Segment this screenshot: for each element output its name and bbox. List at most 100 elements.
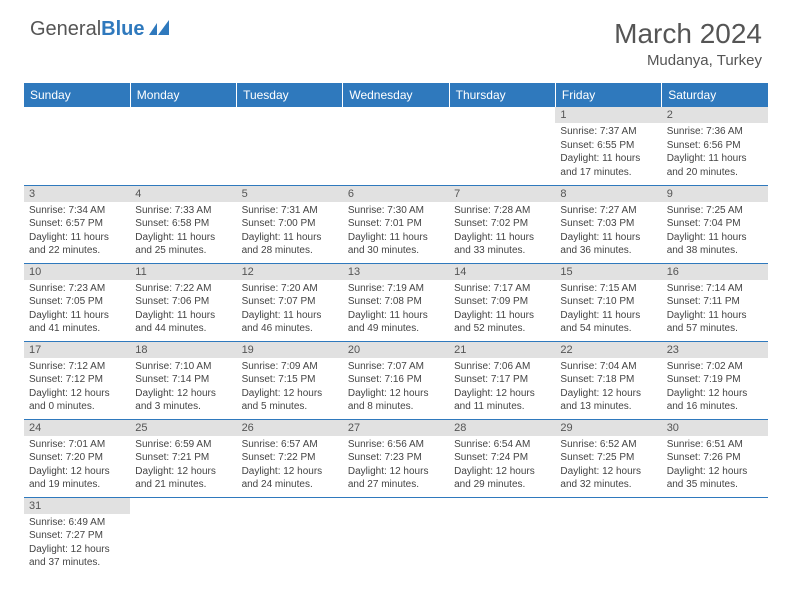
daylight-line-1: Daylight: 12 hours <box>29 543 125 557</box>
calendar-head: SundayMondayTuesdayWednesdayThursdayFrid… <box>24 83 768 107</box>
sunrise-line: Sunrise: 7:20 AM <box>242 282 338 296</box>
header: GeneralBlue March 2024 Mudanya, Turkey <box>0 0 792 73</box>
daylight-line-1: Daylight: 11 hours <box>560 231 656 245</box>
day-body: Sunrise: 6:51 AMSunset: 7:26 PMDaylight:… <box>662 436 768 496</box>
day-body: Sunrise: 7:19 AMSunset: 7:08 PMDaylight:… <box>343 280 449 340</box>
sunset-line: Sunset: 7:14 PM <box>135 373 231 387</box>
sunrise-line: Sunrise: 7:27 AM <box>560 204 656 218</box>
daylight-line-1: Daylight: 11 hours <box>454 309 550 323</box>
daylight-line-1: Daylight: 12 hours <box>560 465 656 479</box>
day-header: Saturday <box>662 83 768 107</box>
calendar-cell: 10Sunrise: 7:23 AMSunset: 7:05 PMDayligh… <box>24 263 130 341</box>
calendar-cell <box>449 107 555 185</box>
sunset-line: Sunset: 7:22 PM <box>242 451 338 465</box>
daylight-line-2: and 11 minutes. <box>454 400 550 414</box>
calendar-week: 10Sunrise: 7:23 AMSunset: 7:05 PMDayligh… <box>24 263 768 341</box>
day-number: 15 <box>555 264 661 280</box>
sunset-line: Sunset: 6:58 PM <box>135 217 231 231</box>
daylight-line-2: and 8 minutes. <box>348 400 444 414</box>
day-number: 27 <box>343 420 449 436</box>
calendar-table: SundayMondayTuesdayWednesdayThursdayFrid… <box>24 83 768 575</box>
daylight-line-2: and 0 minutes. <box>29 400 125 414</box>
day-number: 18 <box>130 342 236 358</box>
calendar-cell: 11Sunrise: 7:22 AMSunset: 7:06 PMDayligh… <box>130 263 236 341</box>
calendar-body: 1Sunrise: 7:37 AMSunset: 6:55 PMDaylight… <box>24 107 768 575</box>
daylight-line-1: Daylight: 11 hours <box>242 309 338 323</box>
daylight-line-2: and 52 minutes. <box>454 322 550 336</box>
daylight-line-2: and 57 minutes. <box>667 322 763 336</box>
day-number: 5 <box>237 186 343 202</box>
daylight-line-1: Daylight: 11 hours <box>454 231 550 245</box>
calendar-cell: 21Sunrise: 7:06 AMSunset: 7:17 PMDayligh… <box>449 341 555 419</box>
day-body: Sunrise: 7:34 AMSunset: 6:57 PMDaylight:… <box>24 202 130 262</box>
day-body: Sunrise: 7:09 AMSunset: 7:15 PMDaylight:… <box>237 358 343 418</box>
day-number: 20 <box>343 342 449 358</box>
daylight-line-1: Daylight: 12 hours <box>242 387 338 401</box>
daylight-line-1: Daylight: 12 hours <box>454 465 550 479</box>
calendar-week: 24Sunrise: 7:01 AMSunset: 7:20 PMDayligh… <box>24 419 768 497</box>
title-block: March 2024 Mudanya, Turkey <box>614 18 762 69</box>
calendar-cell: 12Sunrise: 7:20 AMSunset: 7:07 PMDayligh… <box>237 263 343 341</box>
calendar-cell: 23Sunrise: 7:02 AMSunset: 7:19 PMDayligh… <box>662 341 768 419</box>
sunset-line: Sunset: 7:08 PM <box>348 295 444 309</box>
day-body: Sunrise: 7:04 AMSunset: 7:18 PMDaylight:… <box>555 358 661 418</box>
daylight-line-2: and 29 minutes. <box>454 478 550 492</box>
calendar-cell: 17Sunrise: 7:12 AMSunset: 7:12 PMDayligh… <box>24 341 130 419</box>
logo-text: GeneralBlue <box>30 18 145 41</box>
sunrise-line: Sunrise: 6:49 AM <box>29 516 125 530</box>
sunrise-line: Sunrise: 6:54 AM <box>454 438 550 452</box>
daylight-line-2: and 16 minutes. <box>667 400 763 414</box>
day-number: 3 <box>24 186 130 202</box>
daylight-line-1: Daylight: 11 hours <box>135 231 231 245</box>
daylight-line-2: and 35 minutes. <box>667 478 763 492</box>
day-number: 16 <box>662 264 768 280</box>
daylight-line-2: and 22 minutes. <box>29 244 125 258</box>
logo-mark-icon <box>149 20 171 35</box>
day-header: Wednesday <box>343 83 449 107</box>
daylight-line-1: Daylight: 12 hours <box>29 387 125 401</box>
calendar-cell: 6Sunrise: 7:30 AMSunset: 7:01 PMDaylight… <box>343 185 449 263</box>
day-number: 13 <box>343 264 449 280</box>
daylight-line-2: and 24 minutes. <box>242 478 338 492</box>
sunset-line: Sunset: 7:09 PM <box>454 295 550 309</box>
daylight-line-1: Daylight: 12 hours <box>29 465 125 479</box>
day-number: 9 <box>662 186 768 202</box>
calendar-cell: 16Sunrise: 7:14 AMSunset: 7:11 PMDayligh… <box>662 263 768 341</box>
daylight-line-2: and 19 minutes. <box>29 478 125 492</box>
day-number: 12 <box>237 264 343 280</box>
calendar-cell <box>24 107 130 185</box>
day-body: Sunrise: 6:52 AMSunset: 7:25 PMDaylight:… <box>555 436 661 496</box>
sunset-line: Sunset: 7:21 PM <box>135 451 231 465</box>
day-number: 25 <box>130 420 236 436</box>
day-number: 17 <box>24 342 130 358</box>
day-number: 8 <box>555 186 661 202</box>
sunrise-line: Sunrise: 7:37 AM <box>560 125 656 139</box>
sunset-line: Sunset: 7:03 PM <box>560 217 656 231</box>
day-header: Monday <box>130 83 236 107</box>
daylight-line-2: and 33 minutes. <box>454 244 550 258</box>
day-number: 2 <box>662 107 768 123</box>
sunrise-line: Sunrise: 7:12 AM <box>29 360 125 374</box>
calendar-cell: 29Sunrise: 6:52 AMSunset: 7:25 PMDayligh… <box>555 419 661 497</box>
sunrise-line: Sunrise: 7:28 AM <box>454 204 550 218</box>
day-header: Friday <box>555 83 661 107</box>
calendar-cell <box>449 497 555 575</box>
daylight-line-2: and 5 minutes. <box>242 400 338 414</box>
sunrise-line: Sunrise: 7:34 AM <box>29 204 125 218</box>
day-body: Sunrise: 7:37 AMSunset: 6:55 PMDaylight:… <box>555 123 661 183</box>
day-number: 21 <box>449 342 555 358</box>
sunrise-line: Sunrise: 7:36 AM <box>667 125 763 139</box>
daylight-line-2: and 38 minutes. <box>667 244 763 258</box>
day-number: 14 <box>449 264 555 280</box>
daylight-line-2: and 17 minutes. <box>560 166 656 180</box>
day-body: Sunrise: 7:25 AMSunset: 7:04 PMDaylight:… <box>662 202 768 262</box>
sunrise-line: Sunrise: 7:33 AM <box>135 204 231 218</box>
daylight-line-2: and 41 minutes. <box>29 322 125 336</box>
day-number: 26 <box>237 420 343 436</box>
calendar-cell: 15Sunrise: 7:15 AMSunset: 7:10 PMDayligh… <box>555 263 661 341</box>
daylight-line-2: and 44 minutes. <box>135 322 231 336</box>
sunrise-line: Sunrise: 7:07 AM <box>348 360 444 374</box>
day-number: 11 <box>130 264 236 280</box>
sunset-line: Sunset: 7:26 PM <box>667 451 763 465</box>
day-header: Thursday <box>449 83 555 107</box>
